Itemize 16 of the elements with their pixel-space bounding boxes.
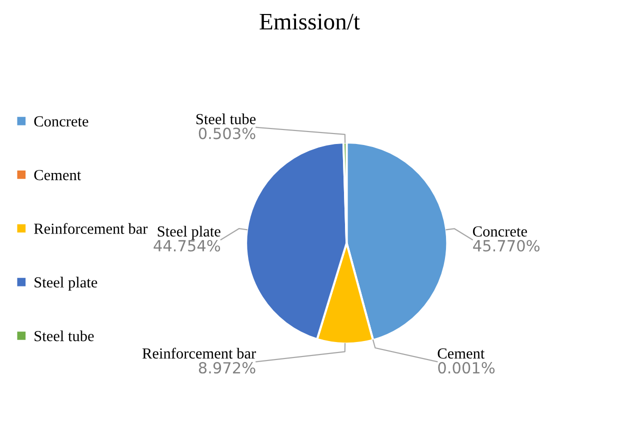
slice-label: Reinforcement bar xyxy=(142,348,256,359)
legend-label: Steel plate xyxy=(34,276,98,291)
legend-label: Concrete xyxy=(34,116,88,127)
legend-label: Cement xyxy=(34,170,82,180)
data-label: 0.503% xyxy=(198,128,256,140)
data-label: 44.754% xyxy=(154,240,220,252)
data-label: 0.001% xyxy=(438,362,495,374)
chart-title: Emission/t xyxy=(260,14,360,30)
legend-label: Steel tube xyxy=(34,330,94,342)
slice-label: Steel plate xyxy=(158,226,220,240)
data-label: 8.972% xyxy=(198,362,256,374)
slice-label: Steel tube xyxy=(196,114,256,124)
legend-label: Reinforcement bar xyxy=(34,222,148,234)
data-label: 45.770% xyxy=(473,240,540,252)
slice-label: Concrete xyxy=(473,226,527,237)
slice-label: Cement xyxy=(438,348,485,359)
